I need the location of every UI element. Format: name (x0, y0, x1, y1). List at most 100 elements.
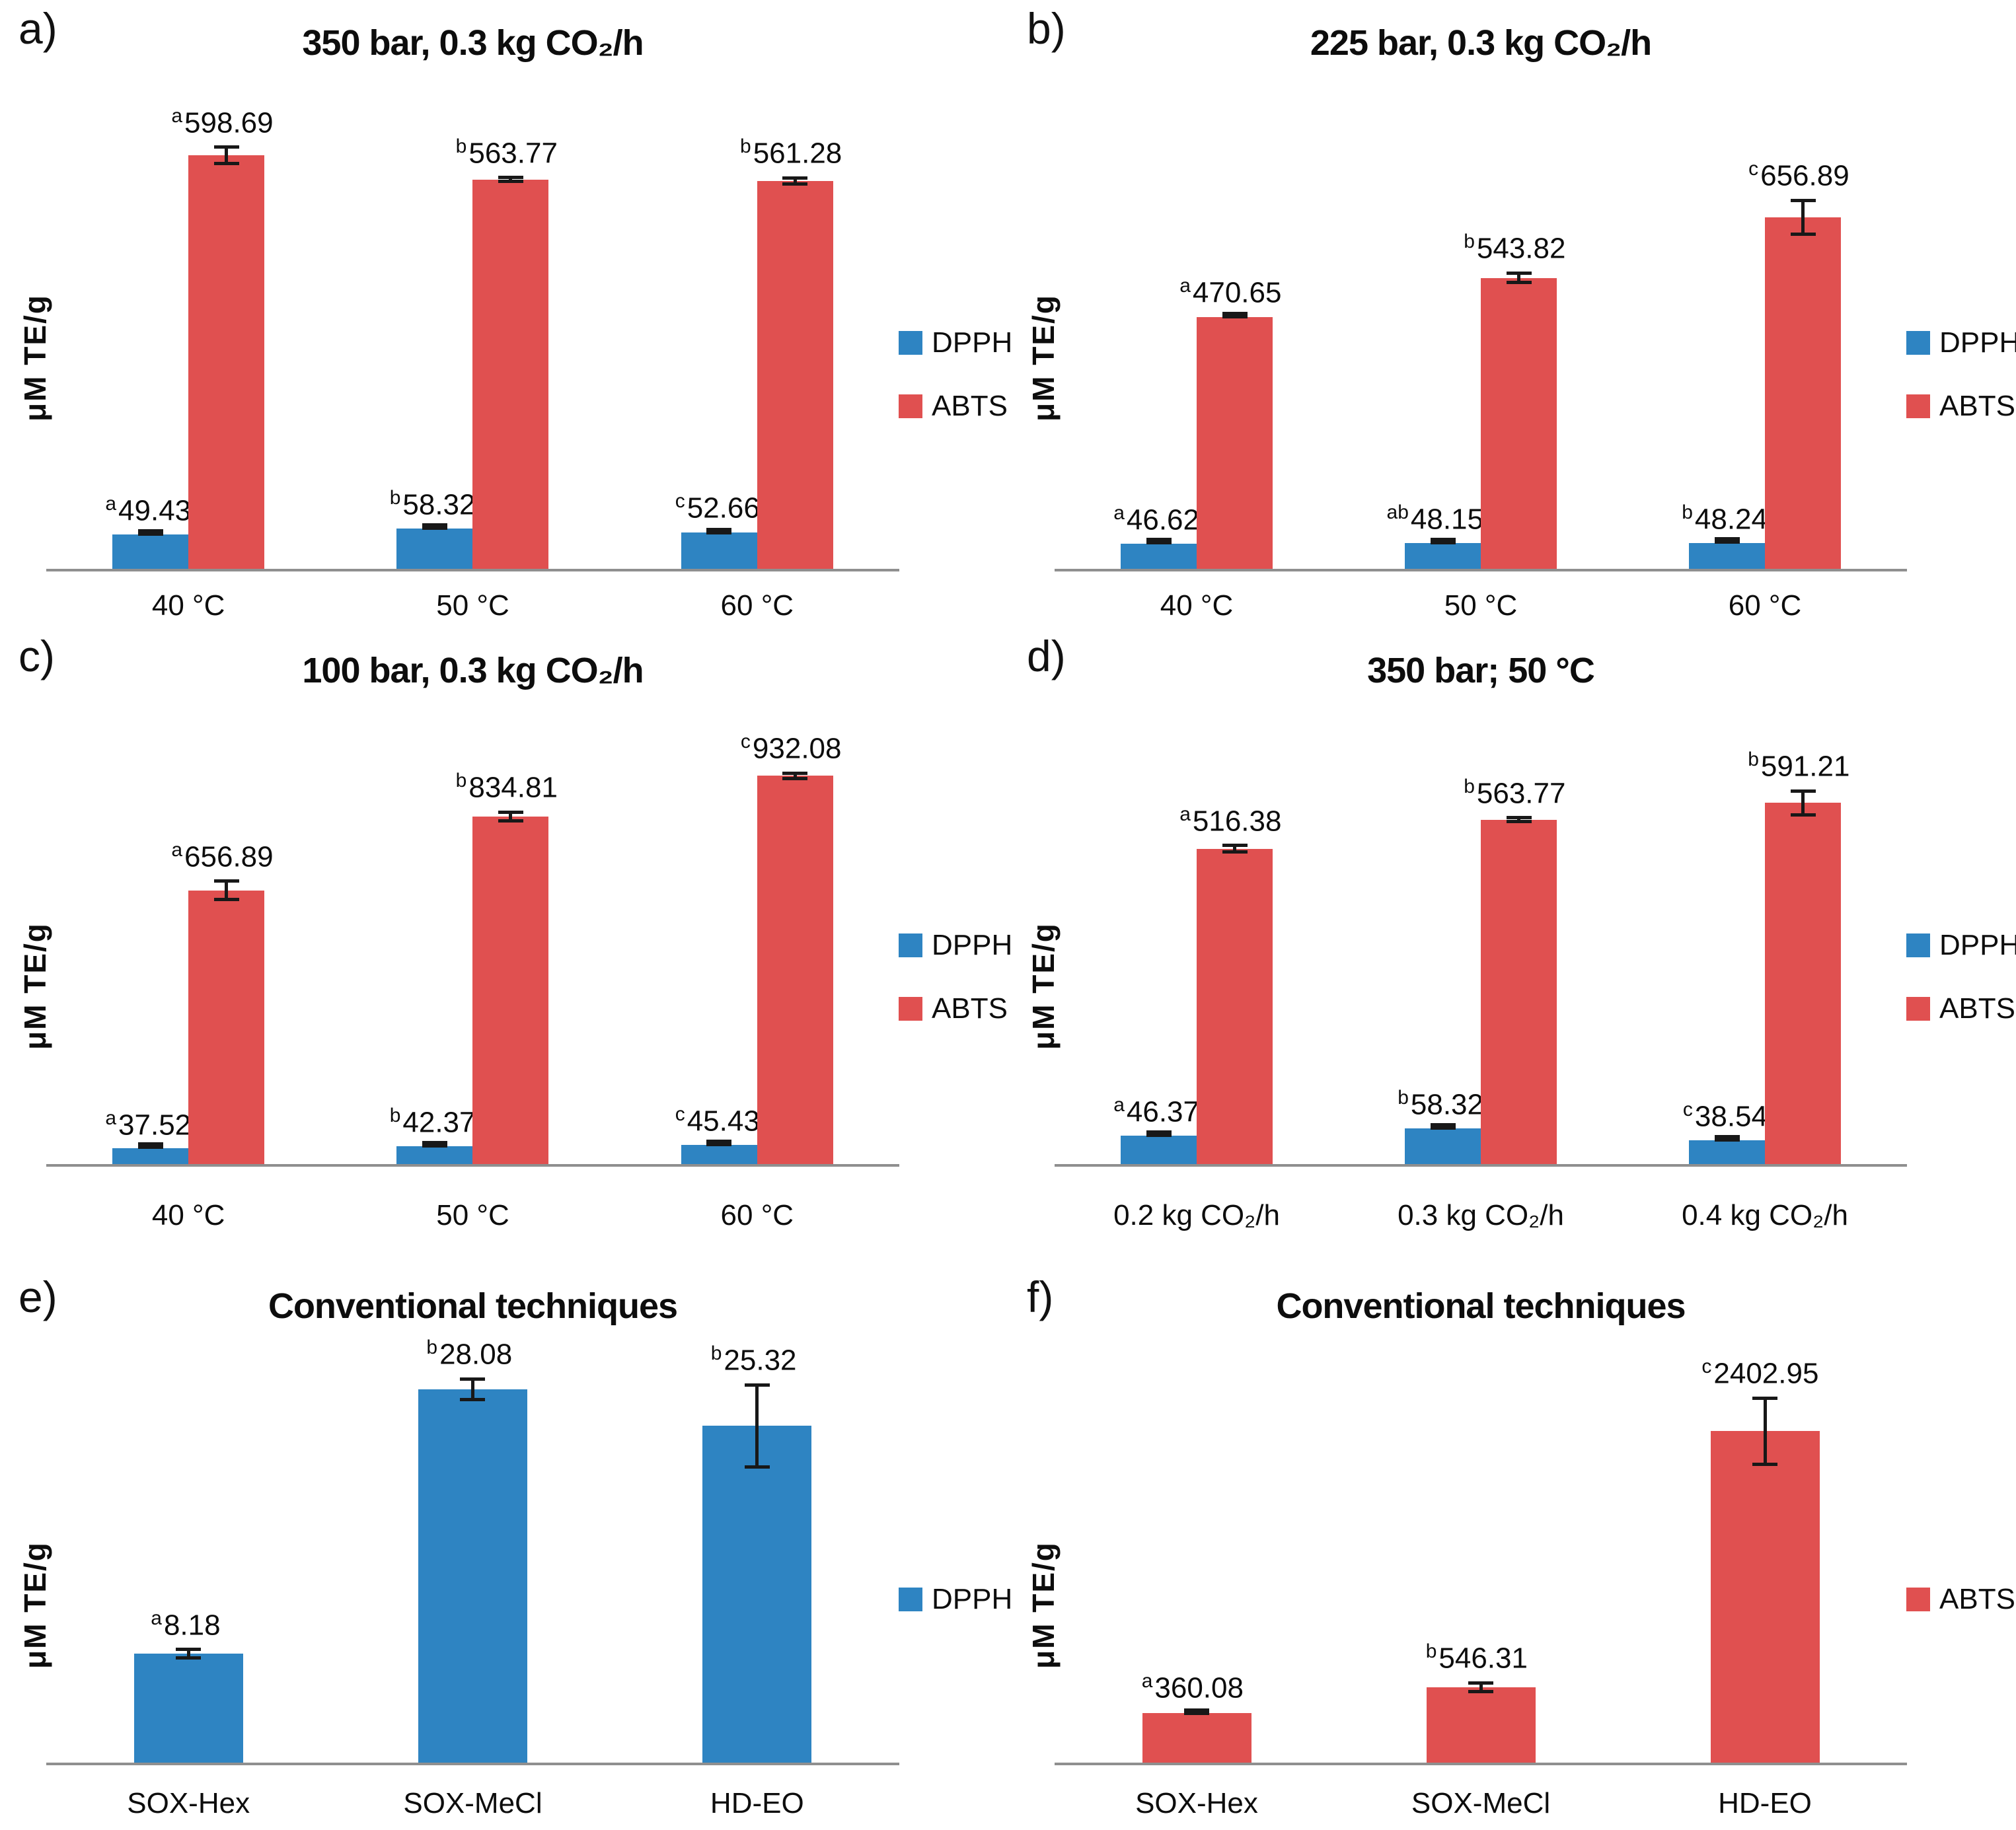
plot-area: a49.43 a598.69 b58.32 b563.77 c52.66 b561.28 (46, 99, 899, 571)
data-value: 834.81 (468, 771, 558, 804)
data-value: 58.32 (1410, 1088, 1483, 1121)
bar-slot: b546.31 (1426, 1354, 1536, 1763)
panel-e: e) Conventional techniques μM TE/g a8.18… (0, 1268, 1012, 1830)
bar-group: a46.62 a470.65 (1055, 99, 1339, 569)
category-label: 0.2 kg CO₂/h (1113, 1199, 1280, 1231)
bar-group: b58.32 b563.77 (330, 99, 615, 569)
category-label: 60 °C (720, 1199, 794, 1231)
bar-slot: a8.18 (133, 1354, 243, 1763)
error-bar (744, 1383, 770, 1469)
legend: DPPH ABTS (1906, 326, 2016, 423)
bar-slot: b591.21 (1748, 727, 1849, 1164)
panel-letter: e) (19, 1272, 57, 1321)
legend-swatch-dpph (899, 331, 922, 355)
error-bar (1146, 538, 1172, 545)
legend-label: DPPH (932, 1583, 1013, 1615)
legend-item-abts: ABTS (1906, 1583, 2015, 1616)
data-value: 25.32 (724, 1344, 797, 1377)
error-bar (213, 879, 239, 902)
legend-label: DPPH (932, 928, 1013, 961)
significance-letter: b (389, 486, 401, 509)
category-labels: 40 °C 50 °C 60 °C (46, 1199, 899, 1232)
panel-d: d) 350 bar; 50 °C μM TE/g a46.37 a516.38 b… (1008, 628, 2016, 1268)
error-bar (782, 772, 808, 780)
data-value: 48.15 (1410, 503, 1483, 536)
significance-letter: b (1464, 231, 1475, 253)
chart-title: Conventional techniques (1276, 1286, 1686, 1326)
legend-item-abts: ABTS (1906, 390, 2015, 423)
significance-letter: b (455, 135, 467, 157)
abts-bar (1481, 277, 1557, 569)
bar-slot: c38.54 (1683, 727, 1768, 1164)
data-value: 42.37 (402, 1107, 476, 1140)
legend: DPPH ABTS (899, 326, 1012, 423)
bar-slot: a46.62 (1113, 99, 1199, 569)
error-bar (1430, 537, 1456, 544)
dpph-bar (112, 1148, 189, 1164)
data-label: a37.52 (105, 1108, 191, 1140)
significance-letter: a (171, 838, 183, 861)
chart-title: 225 bar, 0.3 kg CO₂/h (1310, 23, 1652, 63)
data-value: 2402.95 (1713, 1358, 1819, 1391)
error-bar (460, 1377, 486, 1401)
legend-swatch-abts (1906, 394, 1930, 418)
significance-letter: b (455, 770, 467, 792)
legend-item-dpph: DPPH (1906, 326, 2016, 359)
legend-label: DPPH (1939, 928, 2016, 961)
data-label: b561.28 (740, 137, 842, 168)
dpph-bar (681, 532, 757, 569)
bar-slot: b58.32 (390, 99, 475, 569)
legend-label: ABTS (1939, 992, 2015, 1025)
dpph-bar (112, 534, 189, 569)
legend-swatch-dpph (1906, 331, 1930, 355)
data-value: 38.54 (1694, 1100, 1768, 1133)
data-value: 563.77 (468, 137, 558, 170)
significance-letter: a (1179, 803, 1191, 825)
data-value: 932.08 (752, 733, 842, 766)
data-value: 28.08 (439, 1338, 513, 1371)
data-value: 49.43 (118, 494, 192, 527)
data-value: 45.43 (687, 1105, 760, 1138)
category-label: SOX-Hex (127, 1787, 250, 1819)
data-label: c2402.95 (1701, 1357, 1818, 1389)
legend: DPPH (899, 1583, 1012, 1616)
category-label: 40 °C (1160, 589, 1234, 622)
data-value: 46.37 (1126, 1095, 1199, 1128)
bar-slot: a516.38 (1179, 727, 1281, 1164)
dpph-bar (1121, 1136, 1197, 1164)
abts-bar (188, 890, 265, 1164)
category-labels: SOX-Hex SOX-MeCl HD-EO (46, 1787, 899, 1820)
error-bar (1506, 816, 1532, 824)
significance-letter: ab (1386, 501, 1409, 523)
significance-letter: a (1141, 1670, 1153, 1693)
bar-slot: a360.08 (1142, 1354, 1251, 1763)
legend-label: ABTS (1939, 1583, 2015, 1615)
category-label: 60 °C (1728, 589, 1802, 622)
chart-title: Conventional techniques (268, 1286, 678, 1326)
data-value: 591.21 (1760, 750, 1850, 784)
bar-slot: c2402.95 (1701, 1354, 1820, 1763)
panel-letter: a) (19, 4, 57, 53)
data-label: c656.89 (1748, 159, 1849, 191)
bar-slot: b25.32 (702, 1344, 812, 1763)
bar-slot: b561.28 (740, 99, 842, 569)
data-value: 563.77 (1476, 777, 1566, 810)
data-label: b591.21 (1748, 750, 1849, 782)
data-label: a598.69 (171, 106, 273, 138)
significance-letter: c (675, 1103, 685, 1126)
data-value: 46.62 (1126, 504, 1199, 537)
data-value: 546.31 (1438, 1642, 1528, 1675)
data-value: 656.89 (184, 840, 274, 873)
abts-bar (1197, 316, 1273, 569)
data-label: b25.32 (711, 1344, 797, 1375)
error-bar (1752, 1397, 1777, 1466)
error-bar (498, 810, 523, 823)
bar-group: a8.18 (46, 1354, 330, 1763)
significance-letter: a (105, 493, 117, 515)
dpph-bar (1689, 1140, 1765, 1164)
dpph-bar (133, 1654, 243, 1763)
panel-letter: b) (1027, 4, 1066, 53)
bar-slot: c932.08 (741, 727, 841, 1164)
significance-letter: c (675, 490, 685, 512)
legend-label: DPPH (1939, 326, 2016, 359)
